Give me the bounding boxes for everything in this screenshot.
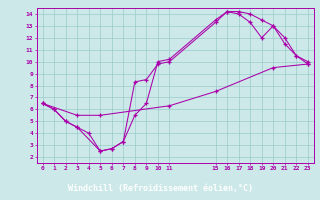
Text: Windchill (Refroidissement éolien,°C): Windchill (Refroidissement éolien,°C)	[68, 184, 252, 193]
